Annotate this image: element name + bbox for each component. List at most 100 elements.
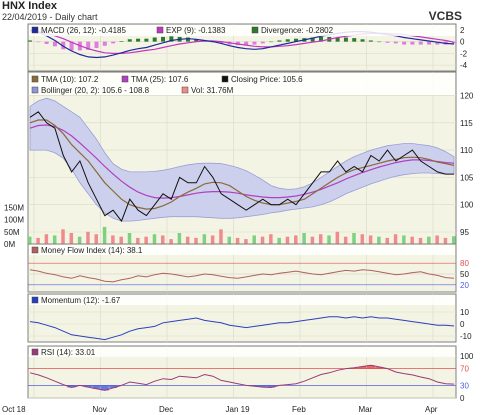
rsi-oversold-fill [258,385,267,388]
volume-bar [102,226,107,244]
rsi-oversold-fill [100,385,109,391]
x-axis-label: Oct 18 [2,405,26,414]
divergence-bar [94,41,99,49]
divergence-bar [127,39,132,42]
divergence-bar [352,38,357,42]
divergence-bar [119,41,124,42]
volume-bar [294,235,298,244]
divergence-bar [28,40,32,42]
price-y-tick-label: 95 [460,228,469,237]
rsi-overbought-fill [358,366,367,369]
divergence-bar [36,41,41,43]
legend-label: Closing Price: 105.6 [231,75,303,84]
mfi-y-tick-label: 50 [460,270,469,279]
volume-bar [285,236,290,244]
divergence-bar [111,41,116,44]
legend-label: MACD (26, 12): -0.4185 [41,26,126,35]
momentum-y-tick-label: 0 [460,320,465,329]
volume-bar [260,236,265,244]
x-axis-label: Nov [93,405,107,414]
volume-bar [244,239,248,244]
volume-bar [452,236,456,244]
volume-bar [152,234,157,244]
legend-swatch [31,26,39,34]
rsi-y-tick-label: 30 [460,381,469,390]
x-axis-label: Jan 19 [226,405,251,414]
volume-bar [52,235,57,244]
macd-legend-bg [29,25,455,36]
mfi-legend-bg [29,245,455,255]
rsi-oversold-fill [109,385,118,388]
divergence-bar [410,41,415,45]
volume-bar [402,235,406,244]
momentum-line [29,316,455,341]
volume-bar [169,239,173,244]
volume-bar [302,233,306,244]
divergence-bar [427,41,432,45]
rsi-oversold-fill [84,385,93,388]
legend-label: Money Flow Index (14): 38.1 [41,246,143,255]
divergence-bar [235,41,240,46]
legend-label: Vol: 31.76M [191,86,234,95]
divergence-bar [169,36,174,42]
volume-bar [219,229,223,244]
volume-y-tick-label: 0M [4,240,15,249]
volume-bar [77,236,82,244]
x-axis-label: Mar [359,405,373,414]
divergence-bar [194,39,199,42]
volume-bar [368,235,373,244]
momentum-y-tick-label: 10 [460,308,469,317]
momentum-y-tick-label: -10 [460,332,472,341]
rsi-overbought-fill [375,366,384,369]
volume-bar [111,235,115,244]
volume-bar [86,231,90,244]
legend-swatch [181,86,189,94]
rsi-oversold-fill [67,385,76,388]
legend-swatch [31,75,39,83]
volume-bar [227,236,232,244]
legend-label: TMA (25): 107.6 [131,75,189,84]
rsi-y-tick-label: 100 [460,352,474,361]
price-legend-bg [29,73,455,95]
mfi-line [29,269,455,283]
volume-bar [310,236,315,244]
legend-swatch [31,86,39,94]
volume-bar [144,236,148,244]
volume-y-tick-label: 100M [4,216,24,225]
volume-bar [28,236,32,244]
divergence-bar [418,41,423,45]
mfi-y-tick-label: 20 [460,281,469,290]
divergence-bar [377,41,382,43]
divergence-bar [136,38,141,42]
price-y-tick-label: 100 [460,201,474,210]
macd-y-tick-label: 2 [460,26,465,35]
rsi-y-tick-label: 70 [460,365,469,374]
volume-bar [427,236,431,244]
x-axis-label: Dec [159,405,173,414]
brand-label: VCBS [428,9,462,23]
divergence-bar [402,41,407,45]
price-y-tick-label: 120 [460,91,474,100]
volume-bar [318,234,323,244]
divergence-bar [152,37,157,42]
divergence-bar [277,40,282,42]
macd-y-tick-label: -2 [460,49,468,58]
volume-bar [177,233,182,244]
volume-bar [385,237,389,244]
volume-bar [435,235,439,244]
volume-bar [327,235,331,244]
volume-bar [277,237,281,244]
volume-bar [343,236,348,244]
volume-bar [185,236,190,244]
divergence-bar [161,36,166,42]
volume-bar [418,237,423,244]
volume-bar [94,234,99,244]
rsi-line [29,364,455,391]
volume-bar [210,235,215,244]
legend-label: Momentum (12): -1.67 [41,296,121,305]
volume-bar [352,233,356,244]
divergence-bar [86,41,91,50]
volume-bar [36,237,40,244]
divergence-bar [244,41,249,46]
